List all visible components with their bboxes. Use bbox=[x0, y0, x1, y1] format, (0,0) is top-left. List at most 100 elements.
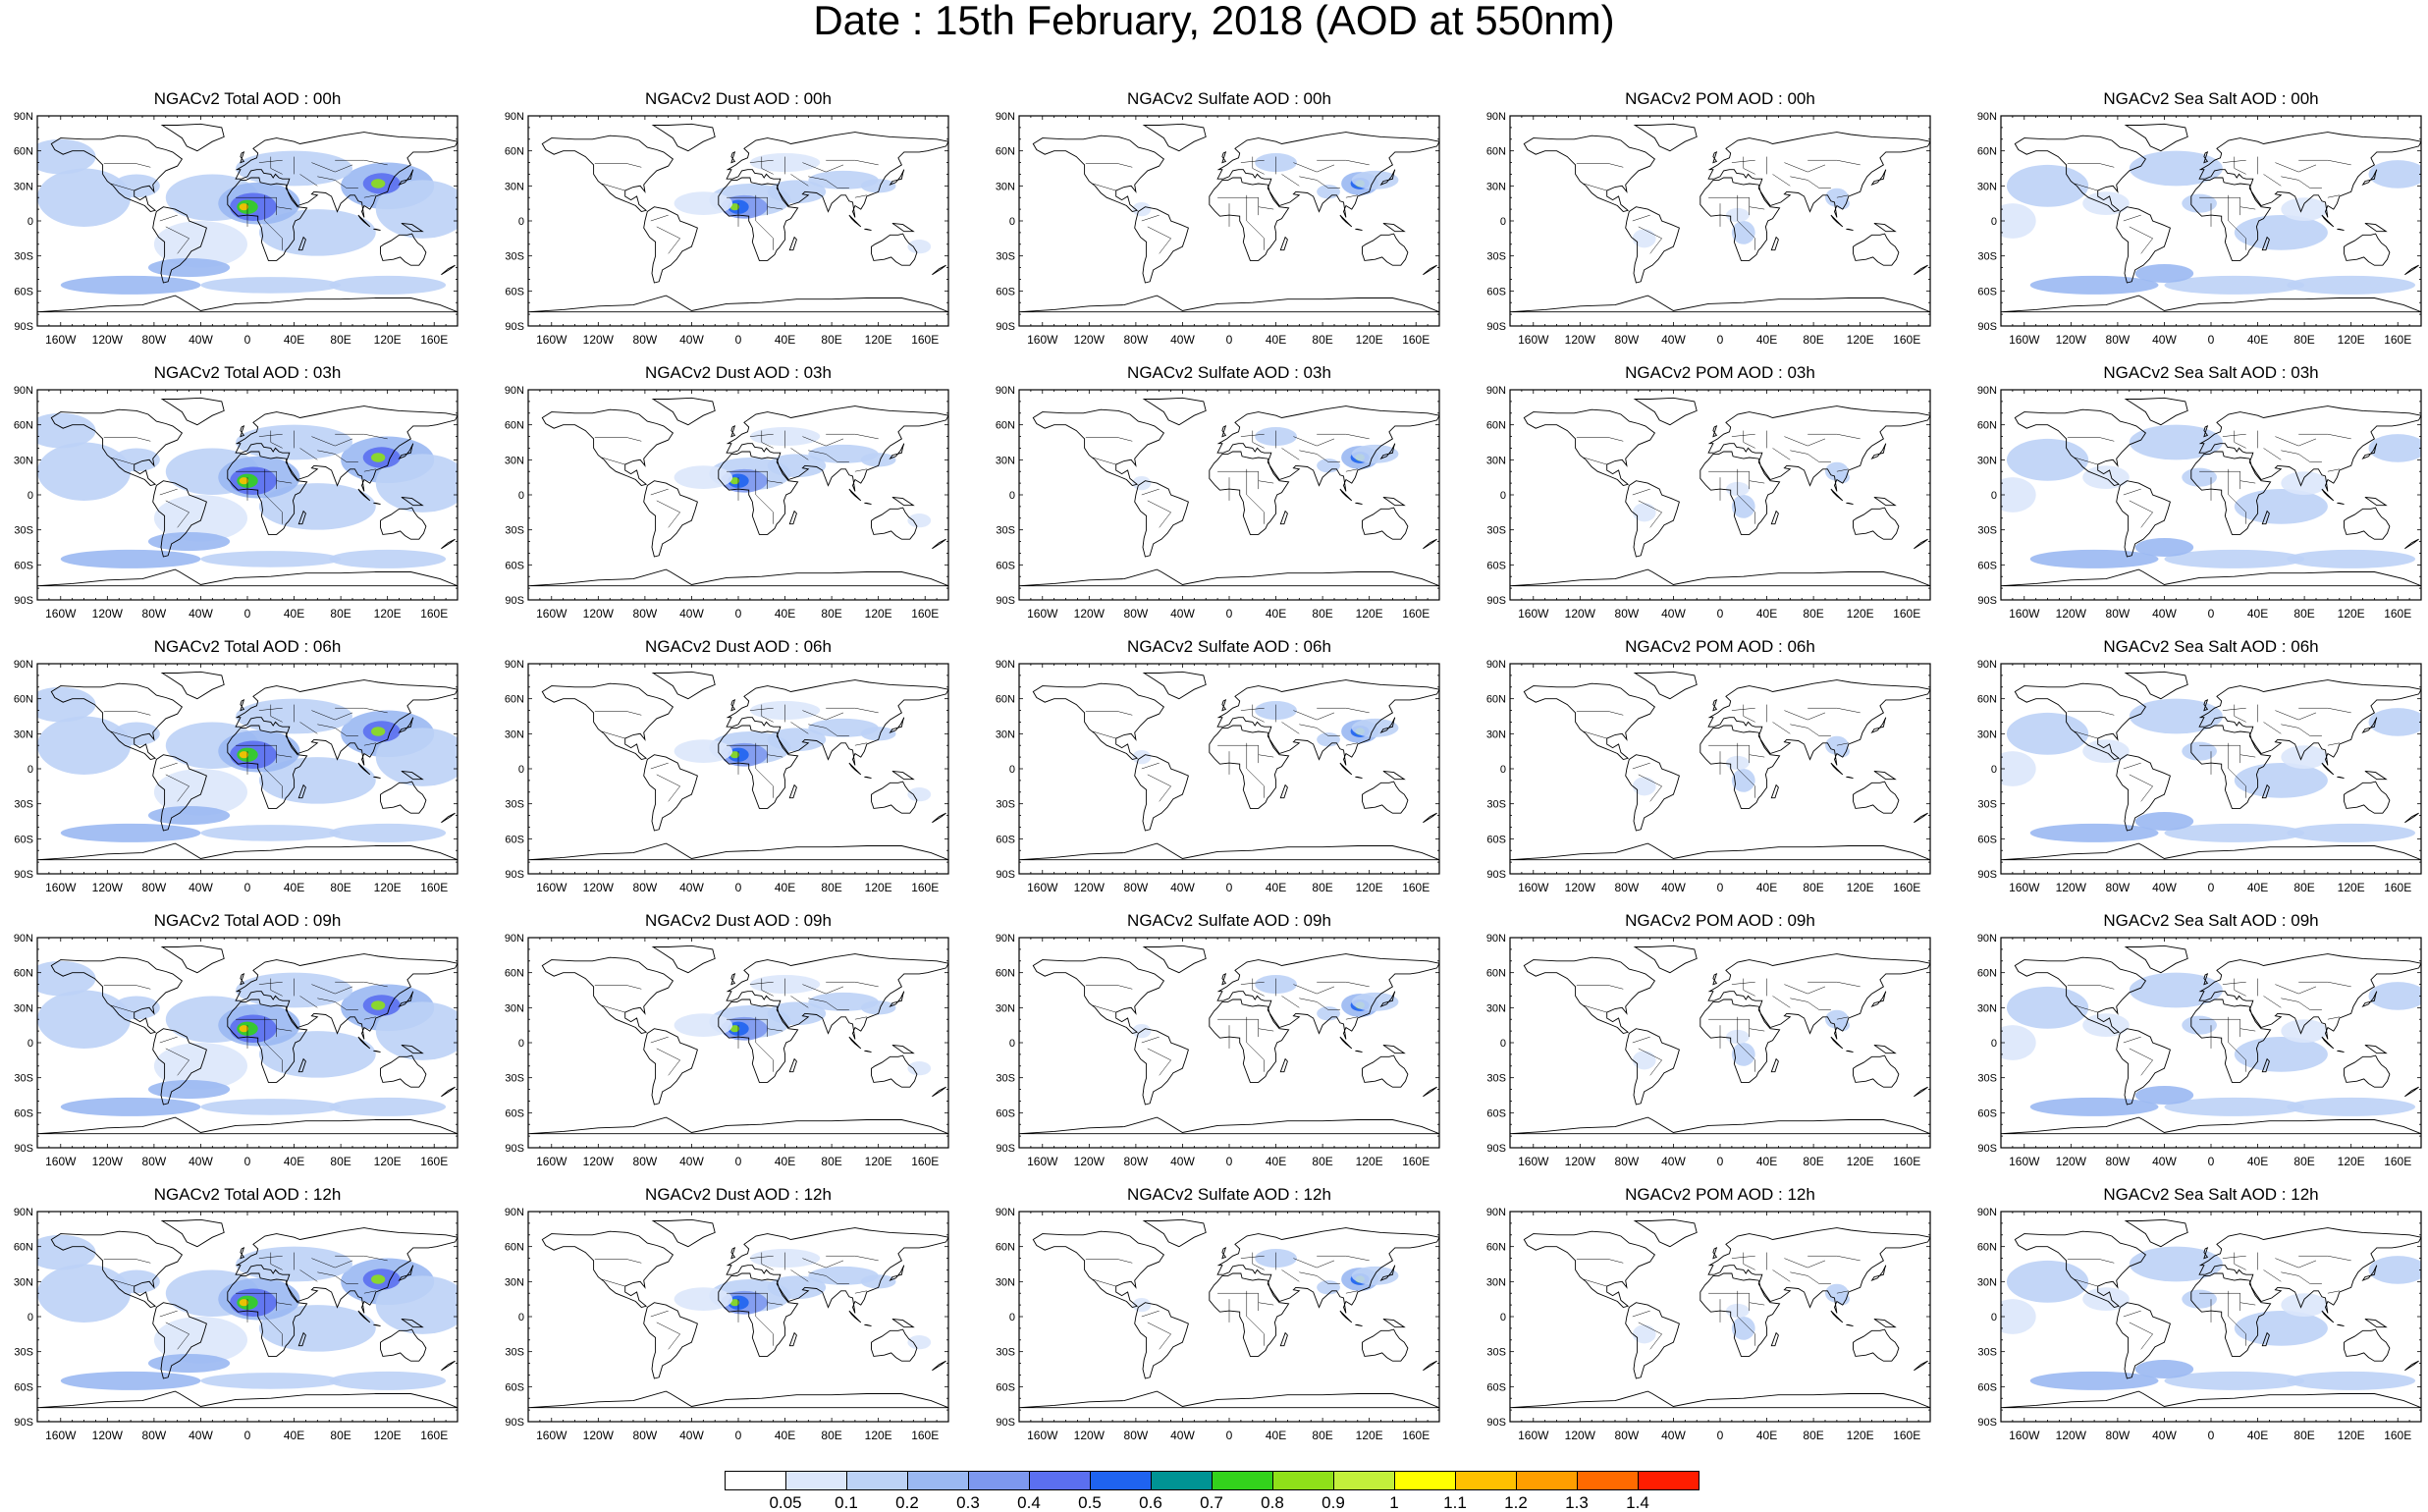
lat-tick-label: 30N bbox=[1977, 1276, 1997, 1288]
aod-region bbox=[147, 1080, 231, 1100]
lat-tick-label: 30S bbox=[996, 1347, 1015, 1359]
panel-title: NGACv2 Sulfate AOD : 06h bbox=[1127, 637, 1331, 656]
colorbar-label: 0.6 bbox=[1139, 1493, 1162, 1512]
lon-tick-label: 120W bbox=[2056, 607, 2087, 621]
lon-tick-label: 40E bbox=[2247, 1429, 2268, 1442]
lat-tick-label: 30N bbox=[1977, 455, 1997, 466]
lat-tick-label: 30N bbox=[996, 1276, 1015, 1288]
lon-tick-label: 120E bbox=[2338, 881, 2365, 894]
map-panel-sulfate-row-3: NGACv2 Sulfate AOD : 09h 90N 60N 30N 0 30S 60S… bbox=[996, 912, 1500, 1181]
lon-tick-label: 120E bbox=[2338, 1429, 2365, 1442]
lat-tick-label: 60S bbox=[996, 1107, 1015, 1119]
lon-tick-label: 120W bbox=[583, 607, 615, 621]
lat-tick-label: 0 bbox=[1991, 1038, 1997, 1050]
aod-region bbox=[371, 727, 386, 736]
lon-tick-label: 40W bbox=[2152, 607, 2177, 621]
lon-tick-label: 120E bbox=[374, 881, 402, 894]
aod-region bbox=[200, 551, 342, 567]
lat-tick-label: 60N bbox=[505, 968, 524, 980]
aod-region bbox=[2164, 823, 2305, 842]
lon-tick-label: 120E bbox=[865, 881, 892, 894]
lon-tick-label: 40W bbox=[1661, 1155, 1686, 1168]
aod-region bbox=[2287, 275, 2416, 295]
lat-tick-label: 60N bbox=[1486, 146, 1506, 158]
lon-tick-label: 80W bbox=[633, 607, 658, 621]
coastlines bbox=[1510, 671, 1930, 861]
lon-tick-label: 40E bbox=[284, 881, 304, 894]
lon-tick-label: 40W bbox=[1661, 333, 1686, 347]
aod-region bbox=[147, 806, 231, 826]
aod-region bbox=[60, 1371, 201, 1390]
lon-tick-label: 40E bbox=[1756, 333, 1777, 347]
aod-region bbox=[2287, 1371, 2416, 1390]
lon-tick-label: 160W bbox=[1027, 333, 1058, 347]
lon-tick-label: 160W bbox=[1027, 1429, 1058, 1442]
world-map: 90N 60N 30N 0 30S 60S 90S 160W 120W 80W 40W 0 40E 80E… bbox=[505, 111, 949, 347]
lon-tick-label: 160E bbox=[420, 881, 448, 894]
world-map: 90N 60N 30N 0 30S 60S 90S 160W 120W 80W 40W 0 40E 80E… bbox=[1486, 659, 1931, 894]
lon-tick-label: 80W bbox=[142, 1155, 167, 1168]
lat-tick-label: 30S bbox=[1486, 525, 1506, 537]
lat-tick-label: 90N bbox=[1977, 111, 1997, 123]
lat-tick-label: 60N bbox=[1977, 694, 1997, 706]
lon-tick-label: 120E bbox=[1356, 607, 1383, 621]
aod-region bbox=[258, 757, 376, 804]
aod-region bbox=[2234, 763, 2328, 798]
map-panel-dust-row-2: NGACv2 Dust AOD : 06h 90N 60N 30N 0 30S 60S 90S… bbox=[505, 638, 1009, 907]
aod-region bbox=[1632, 229, 1656, 248]
aerosol-field bbox=[674, 975, 932, 1076]
lat-tick-label: 0 bbox=[27, 764, 33, 776]
panel-title: NGACv2 Total AOD : 03h bbox=[153, 363, 342, 382]
coastlines bbox=[37, 397, 458, 587]
aod-region bbox=[1632, 503, 1656, 522]
lat-tick-label: 90S bbox=[14, 321, 33, 333]
colorbar-swatch bbox=[1516, 1471, 1578, 1490]
panel-title: NGACv2 Dust AOD : 12h bbox=[645, 1185, 832, 1204]
aerosol-field bbox=[1132, 427, 1399, 491]
lon-tick-label: 80E bbox=[821, 333, 841, 347]
aod-region bbox=[2134, 1359, 2194, 1379]
coastlines bbox=[2001, 123, 2421, 313]
world-map: 90N 60N 30N 0 30S 60S 90S 160W 120W 80W 40W 0 40E 80E… bbox=[505, 933, 949, 1168]
lat-tick-label: 90N bbox=[505, 1207, 524, 1218]
coastlines bbox=[2001, 671, 2421, 861]
lat-tick-label: 30N bbox=[1486, 455, 1506, 466]
lat-tick-label: 90S bbox=[505, 1417, 524, 1429]
map-panel-sulfate-row-2: NGACv2 Sulfate AOD : 06h 90N 60N 30N 0 30S 60S… bbox=[996, 637, 1500, 907]
colorbar-label: 1.2 bbox=[1504, 1493, 1528, 1512]
aod-region bbox=[60, 823, 201, 842]
lat-tick-label: 30N bbox=[996, 181, 1015, 192]
lon-tick-label: 40E bbox=[2247, 333, 2268, 347]
aod-region bbox=[1731, 769, 1755, 792]
aod-region bbox=[371, 1274, 386, 1284]
lon-tick-label: 80E bbox=[2293, 1155, 2314, 1168]
lat-tick-label: 30N bbox=[14, 455, 33, 466]
lat-tick-label: 60S bbox=[1486, 1107, 1506, 1119]
aod-region bbox=[375, 1001, 458, 1060]
lat-tick-label: 60S bbox=[996, 560, 1015, 571]
aod-region bbox=[1317, 1006, 1340, 1021]
lat-tick-label: 0 bbox=[27, 1312, 33, 1323]
lon-tick-label: 40W bbox=[679, 881, 704, 894]
lon-tick-label: 120W bbox=[2056, 1429, 2087, 1442]
aerosol-field bbox=[674, 427, 932, 528]
lon-tick-label: 40E bbox=[2247, 1155, 2268, 1168]
aod-region bbox=[147, 532, 231, 552]
lat-tick-label: 0 bbox=[1009, 490, 1015, 502]
lon-tick-label: 160E bbox=[1402, 881, 1430, 894]
aod-region bbox=[2234, 1311, 2328, 1346]
lat-tick-label: 30S bbox=[996, 799, 1015, 811]
aod-region bbox=[200, 1373, 342, 1389]
panel-title: NGACv2 Sulfate AOD : 00h bbox=[1127, 89, 1331, 108]
colorbar-label: 0.9 bbox=[1322, 1493, 1345, 1512]
aod-region bbox=[2006, 986, 2089, 1029]
panel-title: NGACv2 Dust AOD : 00h bbox=[645, 89, 832, 108]
lon-tick-label: 0 bbox=[1226, 607, 1233, 621]
map-panel-dust-row-0: NGACv2 Dust AOD : 00h 90N 60N 30N 0 30S 60S 90S… bbox=[505, 89, 1009, 359]
lat-tick-label: 90S bbox=[996, 595, 1015, 607]
lon-tick-label: 80W bbox=[142, 333, 167, 347]
lat-tick-label: 0 bbox=[1009, 1038, 1015, 1050]
lon-tick-label: 80E bbox=[330, 1155, 351, 1168]
aod-region bbox=[2281, 745, 2328, 769]
lon-tick-label: 40E bbox=[2247, 881, 2268, 894]
